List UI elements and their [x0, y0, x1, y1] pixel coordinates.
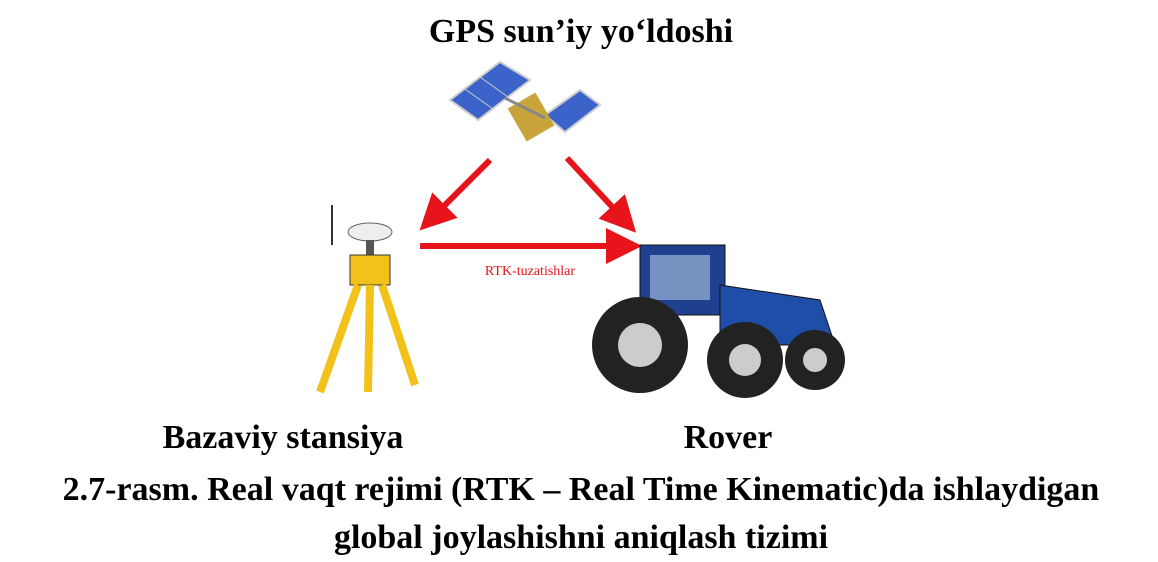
caption: global joylashishni aniqlash tizimi — [334, 519, 828, 556]
satellite-icon — [450, 62, 600, 141]
edge-label: RTK-tuzatishlar — [485, 264, 575, 279]
node-label: Rover — [684, 419, 773, 456]
arrows — [420, 158, 630, 246]
title: GPS sun’iy yo‘ldoshi — [429, 13, 733, 50]
caption: 2.7-rasm. Real vaqt rejimi (RTK – Real T… — [63, 471, 1100, 508]
diagram: GPS sun’iy yo‘ldoshi RTK-tuzatishlar Baz… — [0, 0, 1158, 562]
node-label: Bazaviy stansiya — [163, 419, 404, 456]
base-station-icon — [320, 205, 415, 392]
tractor-icon — [592, 245, 845, 398]
